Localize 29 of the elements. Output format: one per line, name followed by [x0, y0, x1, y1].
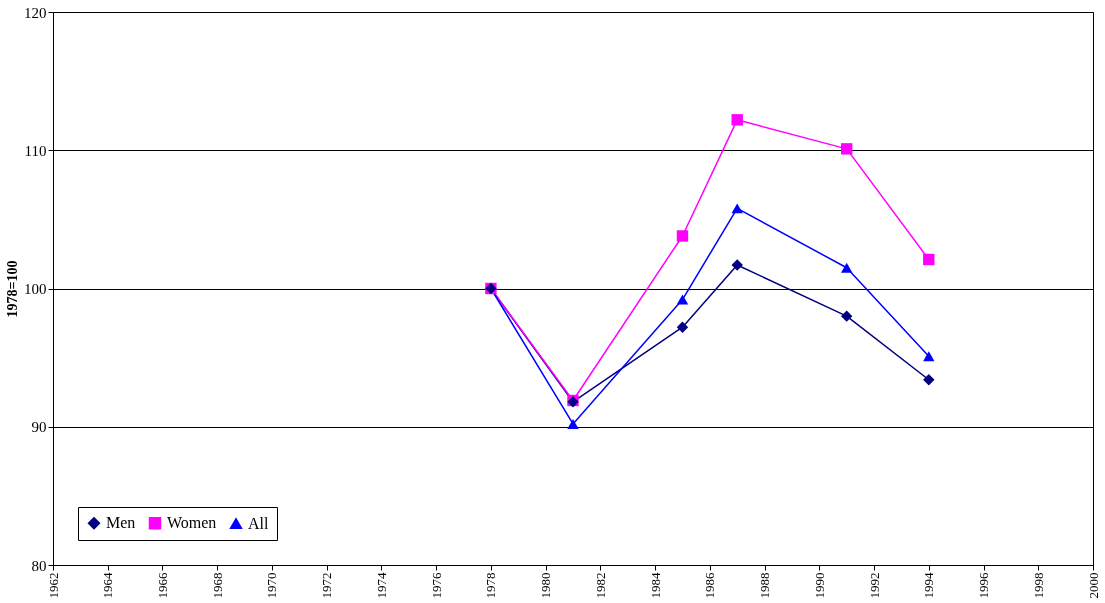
y-axis-title: 1978=100 [5, 260, 20, 318]
legend-label: All [248, 514, 269, 532]
x-tick-label: 1976 [428, 572, 444, 599]
x-tick-label: 1966 [154, 572, 170, 599]
x-tick-label: 1970 [264, 572, 280, 599]
y-tick-label: 120 [24, 4, 47, 21]
x-tick-label: 1982 [592, 572, 608, 599]
x-tick-label: 1974 [373, 572, 389, 599]
y-tick-label: 100 [24, 281, 47, 297]
x-tick-label: 1984 [647, 572, 663, 599]
y-tick-label: 110 [24, 142, 47, 159]
x-tick-label: 1968 [209, 572, 225, 599]
x-tick-label: 2000 [1085, 572, 1101, 599]
x-tick-label: 1996 [976, 572, 992, 599]
y-tick-label: 90 [31, 419, 47, 436]
x-tick-label: 1986 [702, 572, 718, 599]
x-tick-label: 1988 [757, 572, 773, 599]
x-tick-label: 1998 [1030, 572, 1046, 599]
x-tick-label: 1978 [483, 572, 499, 599]
x-tick-label: 1994 [921, 572, 937, 599]
x-tick-label: 1990 [811, 572, 827, 599]
x-tick-label: 1992 [866, 572, 882, 599]
x-tick-label: 1962 [45, 572, 61, 599]
legend-label: Women [167, 514, 217, 532]
x-tick-label: 1964 [100, 572, 116, 599]
x-tick-label: 1972 [319, 572, 335, 599]
y-tick-label: 80 [31, 557, 47, 574]
legend-label: Men [106, 514, 136, 532]
x-tick-label: 1980 [538, 572, 554, 599]
